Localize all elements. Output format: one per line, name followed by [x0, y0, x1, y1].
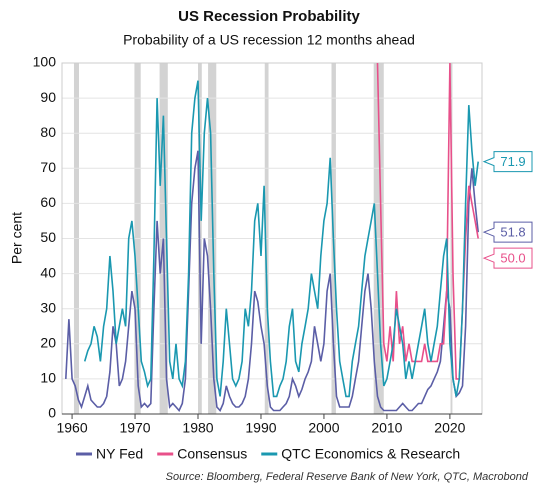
x-tick-label: 1970	[119, 420, 150, 436]
y-tick-label: 60	[40, 194, 56, 210]
x-tick-label: 2010	[371, 420, 402, 436]
y-tick-label: 40	[40, 264, 56, 280]
end-label-box	[482, 151, 533, 173]
source: Source: Bloomberg, Federal Reserve Bank …	[166, 471, 529, 483]
legend-label: QTC Economics & Research	[281, 446, 460, 462]
end-label-box	[482, 221, 533, 243]
y-tick-label: 20	[40, 335, 56, 351]
legend-label: Consensus	[177, 446, 247, 462]
end-label: 71.9	[500, 154, 525, 169]
y-tick-label: 80	[40, 124, 56, 140]
series-line	[83, 80, 479, 398]
y-tick-label: 70	[40, 159, 56, 175]
x-tick-label: 1990	[245, 420, 276, 436]
y-tick-label: 10	[40, 370, 56, 386]
chart-title: US Recession Probability	[178, 8, 360, 25]
chart-subtitle: Probability of a US recession 12 months …	[123, 32, 415, 48]
y-tick-label: 90	[40, 89, 56, 105]
y-tick-label: 30	[40, 299, 56, 315]
x-tick-label: 2000	[308, 420, 339, 436]
y-tick-label: 50	[40, 229, 56, 245]
x-tick-label: 2020	[434, 420, 465, 436]
legend: NY Fed Consensus QTC Economics & Research	[76, 446, 460, 462]
end-label: 51.8	[500, 225, 525, 240]
y-axis-label: Per cent	[9, 212, 25, 264]
y-tick-label: 0	[48, 405, 56, 421]
end-label-box	[482, 247, 533, 269]
x-tick-label: 1980	[182, 420, 213, 436]
legend-label: NY Fed	[96, 446, 143, 462]
series-line	[376, 62, 479, 380]
y-tick-label: 100	[33, 54, 57, 70]
end-label: 50.0	[500, 251, 525, 266]
x-tick-label: 1960	[56, 420, 87, 436]
series-line	[65, 150, 479, 412]
